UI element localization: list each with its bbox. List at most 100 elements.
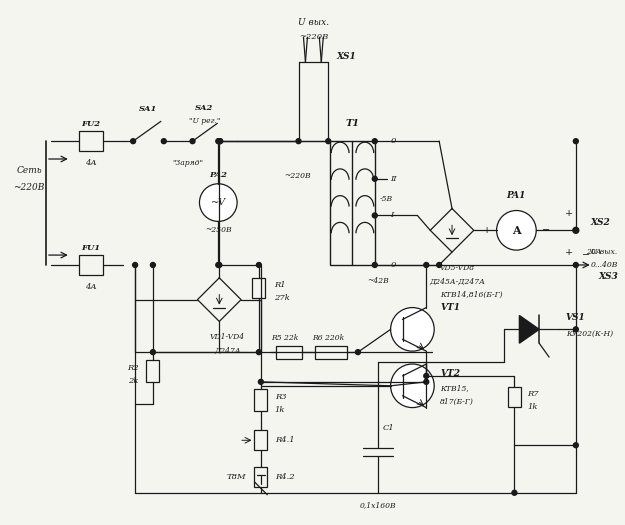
Text: XS2: XS2 xyxy=(591,218,611,227)
Text: КУ202(К-Н): КУ202(К-Н) xyxy=(566,330,613,338)
Text: "U рег.": "U рег." xyxy=(189,118,220,125)
Text: VD1-VD4: VD1-VD4 xyxy=(209,333,245,341)
Text: R6 220k: R6 220k xyxy=(312,334,345,342)
Text: +: + xyxy=(565,248,573,257)
Text: Д247А: Д247А xyxy=(214,347,241,355)
Text: -5В: -5В xyxy=(380,195,393,203)
Text: 0: 0 xyxy=(391,261,396,269)
Bar xyxy=(330,141,375,265)
Circle shape xyxy=(497,211,536,250)
Text: R3: R3 xyxy=(275,393,286,401)
Circle shape xyxy=(512,490,517,495)
Bar xyxy=(254,467,268,487)
Text: VS1: VS1 xyxy=(566,313,586,322)
Bar xyxy=(254,430,268,450)
Circle shape xyxy=(424,380,429,384)
Text: 0...40В: 0...40В xyxy=(591,261,618,269)
Circle shape xyxy=(199,184,237,222)
Text: 2k: 2k xyxy=(128,377,138,385)
Circle shape xyxy=(132,262,138,267)
Text: R5 22k: R5 22k xyxy=(271,334,298,342)
Circle shape xyxy=(573,443,578,448)
Text: ~220В: ~220В xyxy=(299,33,328,41)
Text: FU1: FU1 xyxy=(81,244,101,252)
Circle shape xyxy=(256,350,261,354)
Circle shape xyxy=(151,350,156,354)
Text: II: II xyxy=(391,175,397,183)
Bar xyxy=(316,345,347,359)
Text: 4А: 4А xyxy=(85,283,97,291)
Circle shape xyxy=(151,262,156,267)
Text: VT2: VT2 xyxy=(440,370,460,379)
Text: ~220В: ~220В xyxy=(13,183,45,192)
Circle shape xyxy=(326,139,331,144)
Circle shape xyxy=(424,262,429,267)
Text: −: − xyxy=(542,226,550,235)
Text: VD5-VD8: VD5-VD8 xyxy=(439,264,474,272)
Circle shape xyxy=(372,176,378,181)
Text: A: A xyxy=(512,225,521,236)
Bar xyxy=(146,360,159,382)
Bar xyxy=(79,131,103,151)
Text: PA2: PA2 xyxy=(209,171,227,179)
Text: КТВ15,: КТВ15, xyxy=(440,384,469,392)
Text: 20А: 20А xyxy=(586,248,601,256)
Circle shape xyxy=(372,262,378,267)
Text: FU2: FU2 xyxy=(81,120,101,128)
Text: ~V: ~V xyxy=(211,198,226,207)
Text: 1k: 1k xyxy=(275,406,285,414)
Text: XS1: XS1 xyxy=(336,52,356,61)
Text: ~250В: ~250В xyxy=(205,226,232,234)
Circle shape xyxy=(217,139,222,144)
Text: C1: C1 xyxy=(382,424,394,433)
Bar xyxy=(508,387,521,406)
Text: 27k: 27k xyxy=(274,293,289,302)
Circle shape xyxy=(391,364,434,407)
Bar xyxy=(276,345,302,359)
Text: Т8М: Т8М xyxy=(226,473,246,481)
Bar xyxy=(254,389,268,411)
Text: Сеть: Сеть xyxy=(16,166,42,175)
Text: Д245А-Д247А: Д245А-Д247А xyxy=(429,278,485,286)
Text: КТВ14,816(Б-Г): КТВ14,816(Б-Г) xyxy=(440,291,503,299)
Circle shape xyxy=(573,227,579,233)
Circle shape xyxy=(161,139,166,144)
Text: XS3: XS3 xyxy=(599,272,618,281)
Circle shape xyxy=(216,262,221,267)
Circle shape xyxy=(437,262,442,267)
Circle shape xyxy=(356,350,361,354)
Text: ~220В: ~220В xyxy=(284,172,311,180)
Text: 0,1х160В: 0,1х160В xyxy=(359,501,396,509)
Text: SA2: SA2 xyxy=(195,104,214,112)
Text: R1: R1 xyxy=(274,281,286,289)
Circle shape xyxy=(217,262,222,267)
Circle shape xyxy=(217,139,222,144)
Circle shape xyxy=(573,327,578,332)
Text: PA1: PA1 xyxy=(507,191,526,200)
Text: +: + xyxy=(482,226,491,235)
Circle shape xyxy=(258,380,263,384)
Circle shape xyxy=(256,262,261,267)
Circle shape xyxy=(424,373,429,379)
Text: SA1: SA1 xyxy=(139,106,157,113)
Text: I: I xyxy=(391,212,394,219)
Text: VT1: VT1 xyxy=(440,303,460,312)
Text: 4А: 4А xyxy=(85,159,97,167)
Circle shape xyxy=(372,213,378,218)
Text: 817(Б-Г): 817(Б-Г) xyxy=(440,397,474,406)
Text: +: + xyxy=(565,209,573,218)
Text: R7: R7 xyxy=(528,390,539,398)
Circle shape xyxy=(216,139,221,144)
Bar xyxy=(253,278,266,298)
Circle shape xyxy=(190,139,195,144)
Text: 1k: 1k xyxy=(528,403,538,411)
Text: "Заряд": "Заряд" xyxy=(172,159,203,167)
Text: R4.1: R4.1 xyxy=(275,436,294,444)
Circle shape xyxy=(217,139,222,144)
Text: U вых.: U вых. xyxy=(298,18,329,27)
Circle shape xyxy=(131,139,136,144)
Circle shape xyxy=(391,308,434,351)
Text: −: − xyxy=(582,250,590,259)
Circle shape xyxy=(573,262,578,267)
Circle shape xyxy=(372,139,378,144)
